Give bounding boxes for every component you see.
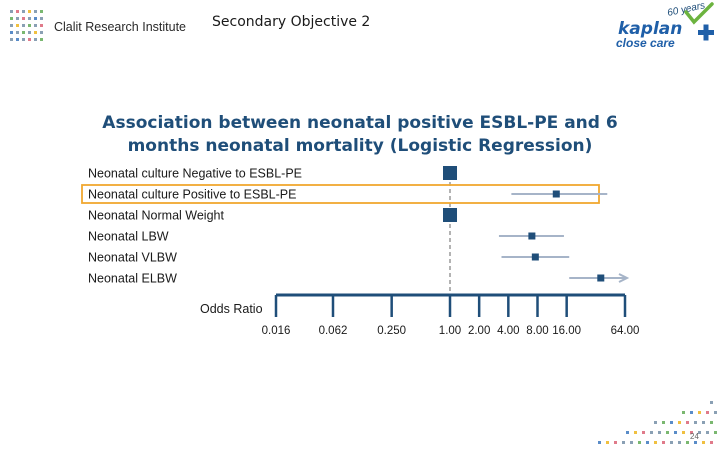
ci-arrow [618,273,630,283]
dotted-decoration-icon [598,401,717,444]
dotted-logo-icon [10,10,43,41]
brand-name: kaplan [618,19,682,39]
or-marker [552,190,560,198]
page-number: 24 [690,432,699,441]
x-axis-label: Odds Ratio [200,302,263,316]
or-marker [528,232,536,240]
row-label: Neonatal culture Positive to ESBL-PE [88,188,296,202]
clalit-logo: Clalit Research Institute [8,8,186,46]
row-label: Neonatal VLBW [88,251,177,265]
row-label: Neonatal culture Negative to ESBL-PE [88,167,302,181]
x-tick-label: 1.00 [439,325,461,337]
row-label: Neonatal ELBW [88,272,177,286]
x-tick-label: 0.250 [377,325,406,337]
x-tick-label: 64.00 [611,325,640,337]
reference-marker [443,208,458,222]
or-marker [531,253,539,261]
x-tick-label: 4.00 [497,325,519,337]
checkmark-icon [684,2,714,25]
x-tick-label: 2.00 [468,325,490,337]
x-tick-label: 0.016 [262,325,291,337]
org-name: Clalit Research Institute [54,20,187,34]
row-label: Neonatal LBW [88,230,169,244]
reference-marker [443,166,458,180]
brand-tagline: close care [616,36,675,50]
x-tick-label: 16.00 [552,325,581,337]
or-marker [597,274,605,282]
plus-icon [698,24,714,41]
slide-title: Secondary Objective 2 [212,14,371,30]
chart-title: Association between neonatal positive ES… [102,113,618,156]
kaplan-logo: 60 years kaplan close care [616,2,714,50]
x-tick-label: 0.062 [319,325,348,337]
row-label: Neonatal Normal Weight [88,209,224,223]
x-tick-label: 8.00 [526,325,548,337]
